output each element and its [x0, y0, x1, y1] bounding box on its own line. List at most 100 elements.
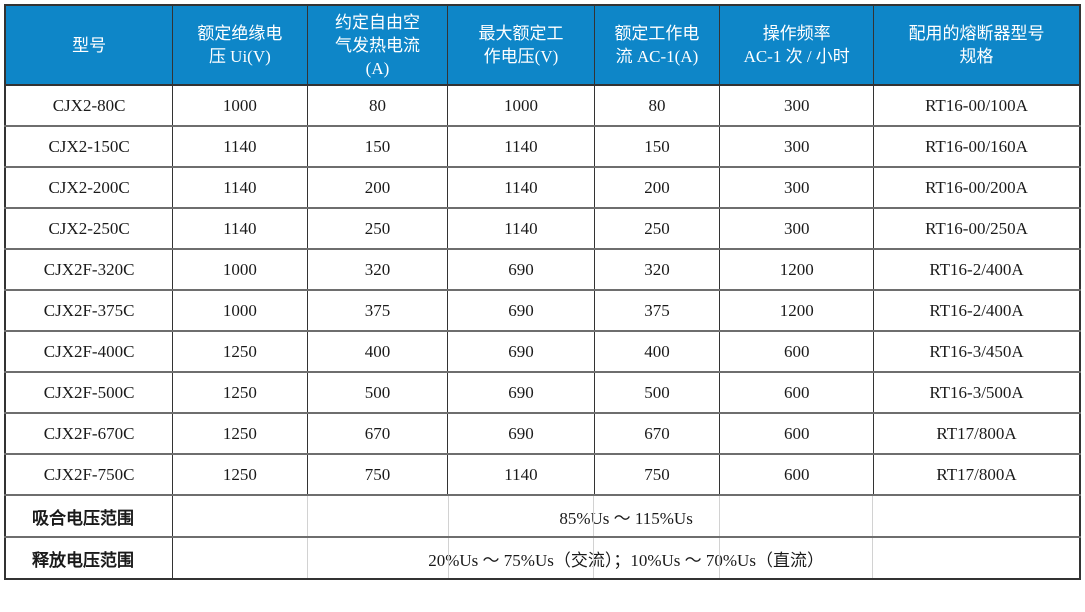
footer-row: 吸合电压范围 85%Us ～ 115%Us	[5, 494, 1080, 537]
value-cell: 670	[306, 412, 448, 454]
value-cell: 300	[719, 125, 874, 167]
value-cell: 250	[306, 207, 448, 249]
value-cell: 1000	[447, 85, 595, 126]
column-header: 额定绝缘电 压 Ui(V)	[172, 5, 308, 86]
faint-gridline	[872, 538, 874, 578]
value-cell: 500	[593, 371, 720, 413]
column-header: 最大额定工 作电压(V)	[447, 5, 595, 86]
footer-merged-value: 85%Us ～ 115%Us	[172, 494, 1080, 537]
table-row: CJX2F-500C 1250 500 690 500 600 RT16-3/500A	[5, 371, 1080, 413]
value-cell: 1140	[172, 207, 308, 249]
model-cell: CJX2F-750C	[5, 453, 173, 495]
column-header: 操作频率 AC-1 次 / 小时	[719, 5, 874, 86]
value-cell: 150	[593, 125, 720, 167]
model-cell: CJX2F-375C	[5, 289, 173, 331]
value-cell: 600	[719, 453, 874, 495]
header-row: 型号 额定绝缘电 压 Ui(V) 约定自由空 气发热电流 (A) 最大额定工 作电压(…	[5, 5, 1080, 86]
value-cell: 1140	[172, 166, 308, 208]
value-cell: 400	[306, 330, 448, 372]
column-header: 型号	[5, 5, 173, 86]
faint-gridline	[872, 496, 874, 536]
value-cell: 1140	[447, 166, 595, 208]
table-row: CJX2F-400C 1250 400 690 400 600 RT16-3/450A	[5, 330, 1080, 372]
table-row: CJX2-250C 1140 250 1140 250 300 RT16-00/250A	[5, 207, 1080, 249]
value-cell: RT17/800A	[873, 453, 1080, 495]
value-cell: 250	[593, 207, 720, 249]
model-cell: CJX2-200C	[5, 166, 173, 208]
faint-gridline	[447, 496, 449, 536]
page: 型号 额定绝缘电 压 Ui(V) 约定自由空 气发热电流 (A) 最大额定工 作电压(…	[4, 4, 1081, 580]
value-cell: 375	[593, 289, 720, 331]
footer-row-label: 吸合电压范围	[5, 494, 173, 537]
model-cell: CJX2-150C	[5, 125, 173, 167]
faint-gridline	[719, 496, 721, 536]
value-cell: 1250	[172, 330, 308, 372]
value-cell: RT16-2/400A	[873, 289, 1080, 331]
table-row: CJX2-200C 1140 200 1140 200 300 RT16-00/200A	[5, 166, 1080, 208]
value-cell: 300	[719, 166, 874, 208]
value-cell: 375	[306, 289, 448, 331]
value-cell: 690	[447, 289, 595, 331]
column-header: 配用的熔断器型号 规格	[873, 5, 1080, 86]
value-cell: 1250	[172, 412, 308, 454]
table-body: CJX2-80C 1000 80 1000 80 300 RT16-00/100A CJX2-…	[5, 85, 1080, 579]
value-cell: 300	[719, 207, 874, 249]
model-cell: CJX2F-670C	[5, 412, 173, 454]
footer-merged-value: 20%Us ～ 75%Us（交流）；10%Us ～ 70%Us（直流）	[172, 536, 1080, 579]
table-row: CJX2F-750C 1250 750 1140 750 600 RT17/800A	[5, 453, 1080, 495]
footer-row-label: 释放电压范围	[5, 536, 173, 579]
value-cell: 200	[306, 166, 448, 208]
value-cell: 600	[719, 371, 874, 413]
value-cell: 1200	[719, 248, 874, 290]
table-row: CJX2F-320C 1000 320 690 320 1200 RT16-2/400A	[5, 248, 1080, 290]
value-cell: 750	[306, 453, 448, 495]
model-cell: CJX2F-320C	[5, 248, 173, 290]
value-cell: 1140	[172, 125, 308, 167]
value-cell: 1250	[172, 453, 308, 495]
table-row: CJX2-80C 1000 80 1000 80 300 RT16-00/100A	[5, 85, 1080, 126]
value-cell: 1200	[719, 289, 874, 331]
value-cell: RT16-3/500A	[873, 371, 1080, 413]
model-cell: CJX2F-500C	[5, 371, 173, 413]
value-cell: RT16-00/250A	[873, 207, 1080, 249]
value-cell: 200	[593, 166, 720, 208]
value-cell: 690	[447, 412, 595, 454]
model-cell: CJX2-80C	[52, 95, 126, 115]
footer-value-text: 85%Us ～ 115%Us	[559, 508, 693, 528]
value-cell: 1000	[172, 248, 308, 290]
table-row: CJX2F-670C 1250 670 690 670 600 RT17/800A	[5, 412, 1080, 454]
model-cell: CJX2-250C	[5, 207, 173, 249]
value-cell: 80	[593, 85, 720, 126]
value-cell: RT16-00/200A	[873, 166, 1080, 208]
value-cell: RT16-3/450A	[873, 330, 1080, 372]
value-cell: 600	[719, 330, 874, 372]
value-cell: 600	[719, 412, 874, 454]
value-cell: RT16-2/400A	[873, 248, 1080, 290]
table-row: CJX2-150C 1140 150 1140 150 300 RT16-00/160A	[5, 125, 1080, 167]
model-cell: CJX2F-400C	[5, 330, 173, 372]
contactor-spec-table: 型号 额定绝缘电 压 Ui(V) 约定自由空 气发热电流 (A) 最大额定工 作电压(…	[4, 4, 1081, 580]
value-cell: RT17/800A	[873, 412, 1080, 454]
value-cell: 400	[593, 330, 720, 372]
value-cell: 80	[306, 85, 448, 126]
value-cell: 500	[306, 371, 448, 413]
column-header: 额定工作电 流 AC-1(A)	[593, 5, 720, 86]
footer-row: 释放电压范围 20%Us ～ 75%Us（交流）；10%Us ～ 70%Us（直流…	[5, 536, 1080, 579]
value-cell: 1140	[447, 453, 595, 495]
value-cell: 1140	[447, 207, 595, 249]
value-cell: 690	[447, 371, 595, 413]
value-cell: 1140	[447, 125, 595, 167]
value-cell: 750	[593, 453, 720, 495]
value-cell: 150	[306, 125, 448, 167]
value-cell: 670	[593, 412, 720, 454]
value-cell: 690	[447, 330, 595, 372]
value-cell: 1250	[172, 371, 308, 413]
value-cell: 320	[593, 248, 720, 290]
faint-gridline	[307, 496, 309, 536]
column-header: 约定自由空 气发热电流 (A)	[306, 5, 448, 86]
value-cell: 1000	[172, 85, 308, 126]
value-cell: RT16-00/100A	[873, 85, 1080, 126]
value-cell: RT16-00/160A	[873, 125, 1080, 167]
value-cell: 1000	[172, 289, 308, 331]
faint-gridline	[307, 538, 309, 578]
